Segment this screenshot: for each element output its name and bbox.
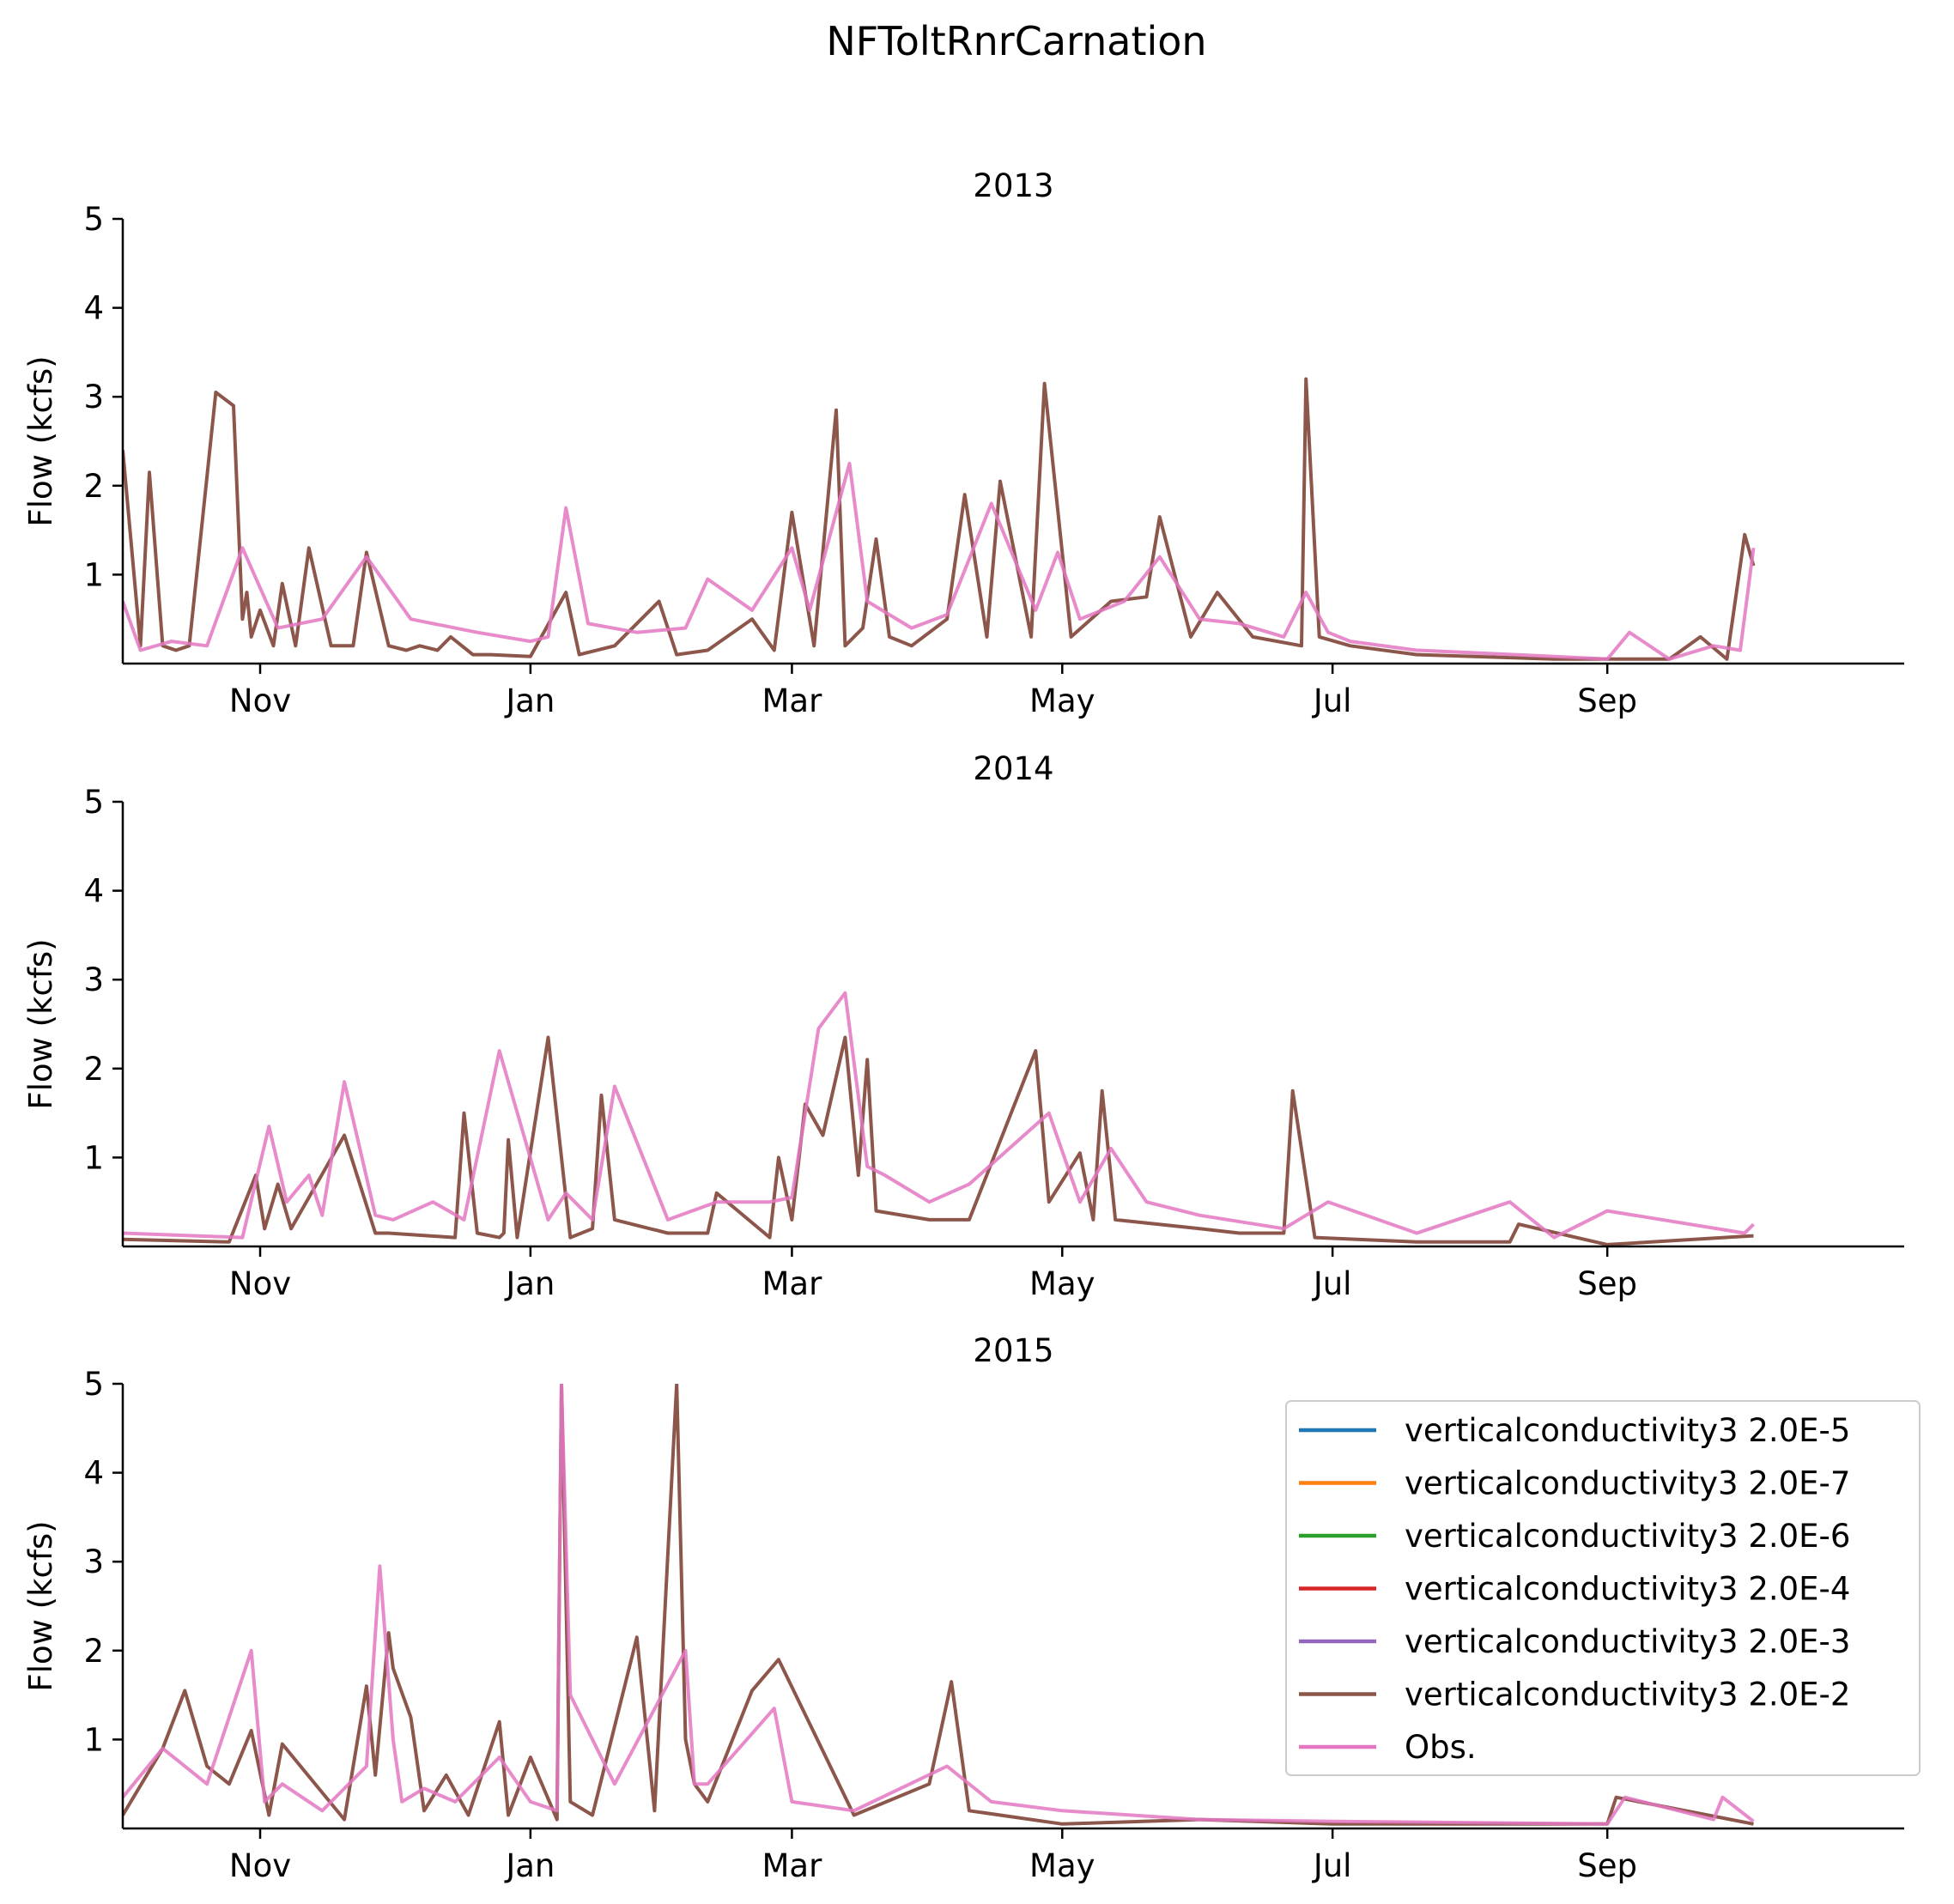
x-tick-label: Nov bbox=[229, 1265, 291, 1302]
legend-box bbox=[1285, 1400, 1921, 1776]
x-tick-label: May bbox=[1029, 1265, 1095, 1302]
x-tick-label: Nov bbox=[229, 682, 291, 719]
y-tick-label: 5 bbox=[83, 1366, 104, 1403]
x-tick-label: Mar bbox=[762, 1265, 823, 1302]
x-tick-label: May bbox=[1029, 1847, 1095, 1884]
y-tick-label: 2 bbox=[83, 1633, 104, 1670]
panel-2015: 2015 Flow (kcfs) 1 2 3 4 5 Nov Jan Mar May Jul Sep bbox=[22, 1332, 1904, 1884]
y-tick-label: 4 bbox=[83, 1455, 104, 1492]
x-tick-label: Jul bbox=[1312, 1265, 1352, 1302]
x-tick-label: Nov bbox=[229, 1847, 291, 1884]
y-tick-label: 5 bbox=[83, 201, 104, 238]
y-tick-label: 3 bbox=[83, 1543, 104, 1580]
legend-label: verticalconductivity3 2.0E-4 bbox=[1405, 1571, 1850, 1608]
x-tick-label: Jan bbox=[504, 682, 555, 719]
series-line-obs bbox=[123, 991, 1755, 1240]
x-tick-label: Jul bbox=[1312, 1847, 1352, 1884]
legend-label: verticalconductivity3 2.0E-6 bbox=[1405, 1518, 1850, 1555]
y-tick-label: 5 bbox=[83, 784, 104, 821]
legend-label: verticalconductivity3 2.0E-5 bbox=[1405, 1412, 1850, 1449]
x-tick-label: Sep bbox=[1577, 1847, 1637, 1884]
y-tick-label: 1 bbox=[83, 1721, 104, 1758]
x-tick-label: Mar bbox=[762, 1847, 823, 1884]
panel-title: 2015 bbox=[973, 1332, 1053, 1369]
y-tick-label: 4 bbox=[83, 873, 104, 910]
legend-label: Obs. bbox=[1405, 1729, 1477, 1766]
x-tick-label: Mar bbox=[762, 682, 823, 719]
y-tick-label: 4 bbox=[83, 290, 104, 327]
x-tick-label: Jan bbox=[504, 1265, 555, 1302]
series-line-model bbox=[123, 377, 1756, 661]
y-tick-label: 2 bbox=[83, 468, 104, 505]
y-tick-label: 1 bbox=[83, 556, 104, 593]
y-tick-label: 2 bbox=[83, 1051, 104, 1088]
y-axis-label: Flow (kcfs) bbox=[22, 1520, 59, 1691]
legend: verticalconductivity3 2.0E-5 verticalcond… bbox=[1285, 1400, 1921, 1776]
panel-title: 2014 bbox=[973, 750, 1053, 787]
y-tick-label: 1 bbox=[83, 1139, 104, 1176]
legend-label: verticalconductivity3 2.0E-2 bbox=[1405, 1677, 1850, 1713]
x-tick-label: May bbox=[1029, 682, 1095, 719]
x-tick-label: Sep bbox=[1577, 682, 1637, 719]
y-tick-label: 3 bbox=[83, 379, 104, 415]
x-tick-label: Jan bbox=[504, 1847, 555, 1884]
panel-title: 2013 bbox=[973, 167, 1053, 204]
panel-2013: 2013 Flow (kcfs) 1 2 3 4 5 Nov Jan Mar May Jul Sep bbox=[22, 167, 1904, 719]
y-axis-label: Flow (kcfs) bbox=[22, 355, 59, 526]
x-tick-label: Sep bbox=[1577, 1265, 1637, 1302]
panel-2014: 2014 Flow (kcfs) 1 2 3 4 5 Nov Jan Mar May Jul Sep bbox=[22, 750, 1904, 1302]
legend-label: verticalconductivity3 2.0E-7 bbox=[1405, 1465, 1850, 1502]
series-line-obs bbox=[123, 461, 1756, 661]
legend-label: verticalconductivity3 2.0E-3 bbox=[1405, 1623, 1850, 1660]
series-line-model bbox=[123, 1035, 1754, 1246]
figure-title: NFToltRnrCarnation bbox=[826, 18, 1206, 64]
series-line-obs bbox=[123, 1384, 1755, 1826]
y-tick-label: 3 bbox=[83, 961, 104, 998]
y-axis-label: Flow (kcfs) bbox=[22, 938, 59, 1109]
x-tick-label: Jul bbox=[1312, 682, 1352, 719]
